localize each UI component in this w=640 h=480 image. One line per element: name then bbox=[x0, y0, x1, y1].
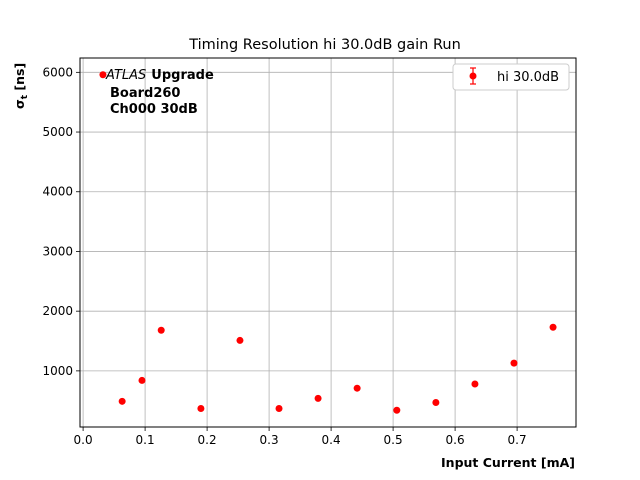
atlas-annotation-line1: ATLAS Upgrade bbox=[105, 68, 214, 83]
legend-label: hi 30.0dB bbox=[497, 70, 559, 85]
y-tick-label: 3000 bbox=[42, 244, 73, 258]
atlas-annotation: ATLAS Upgrade Board260 Ch000 30dB bbox=[105, 68, 214, 117]
x-tick-label: 0.0 bbox=[74, 433, 93, 447]
data-point bbox=[236, 336, 244, 344]
axis-ticks: 0.0 0.1 0.2 0.3 0.4 0.5 0.6 0.7 1000 2000 3000 4000… bbox=[42, 65, 526, 447]
x-axis-label: Input Current [mA] bbox=[441, 455, 575, 470]
y-axis-label: σt [ns] bbox=[12, 63, 30, 109]
x-tick-label: 0.5 bbox=[384, 433, 403, 447]
x-tick-label: 0.2 bbox=[198, 433, 217, 447]
y-tick-label: 6000 bbox=[42, 65, 73, 79]
x-tick-label: 0.7 bbox=[508, 433, 527, 447]
data-point bbox=[138, 376, 146, 384]
atlas-annotation-line3: Ch000 30dB bbox=[110, 102, 198, 117]
y-tick-label: 2000 bbox=[42, 304, 73, 318]
y-tick-label: 1000 bbox=[42, 364, 73, 378]
chart-title: Timing Resolution hi 30.0dB gain Run bbox=[188, 37, 461, 53]
data-point bbox=[549, 323, 557, 331]
data-point bbox=[510, 359, 518, 367]
plot-frame bbox=[79, 57, 577, 428]
y-tick-label: 4000 bbox=[42, 185, 73, 199]
legend: hi 30.0dB bbox=[452, 63, 570, 91]
data-point bbox=[314, 394, 322, 402]
data-point bbox=[118, 397, 126, 405]
upgrade-label: Upgrade bbox=[151, 68, 214, 83]
data-point bbox=[197, 404, 205, 412]
legend-box bbox=[452, 63, 570, 91]
data-point bbox=[157, 326, 165, 334]
y-tick-label: 5000 bbox=[42, 125, 73, 139]
atlas-annotation-line2: Board260 bbox=[110, 86, 180, 101]
x-tick-label: 0.1 bbox=[136, 433, 155, 447]
x-tick-label: 0.4 bbox=[322, 433, 341, 447]
data-point bbox=[393, 406, 401, 414]
x-tick-label: 0.3 bbox=[260, 433, 279, 447]
data-point bbox=[275, 404, 283, 412]
data-point bbox=[353, 384, 361, 392]
data-points bbox=[99, 71, 557, 414]
legend-marker-icon bbox=[469, 67, 477, 85]
x-tick-label: 0.6 bbox=[446, 433, 465, 447]
data-point bbox=[471, 380, 479, 388]
data-point bbox=[432, 399, 440, 407]
data-point bbox=[99, 71, 107, 79]
atlas-label: ATLAS bbox=[105, 68, 146, 83]
